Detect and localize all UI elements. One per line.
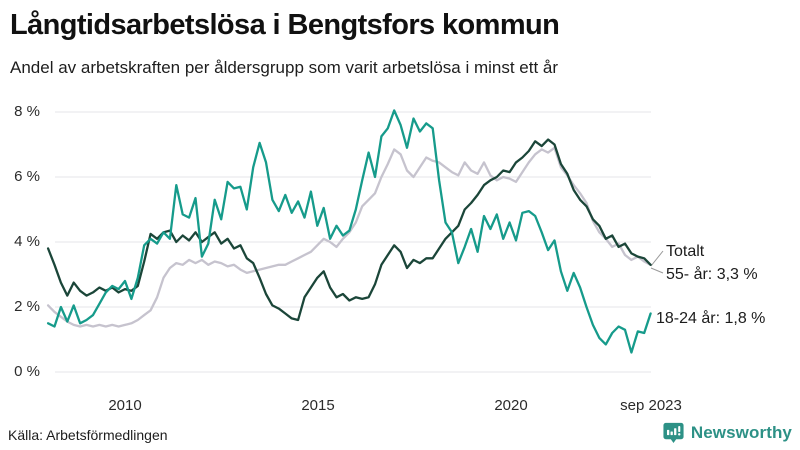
series-line-18-24-ar — [46, 109, 652, 354]
series-label-55-ar: 55- år: 3,3 % — [666, 266, 758, 283]
series-label-totalt: Totalt — [666, 243, 705, 260]
chart-title: Långtidsarbetslösa i Bengtsfors kommun — [10, 9, 560, 41]
x-tick-sep-2023: sep 2023 — [620, 397, 682, 414]
leader-line-55 — [650, 267, 664, 274]
series-line-totalt — [46, 146, 652, 328]
chart-subtitle: Andel av arbetskraften per åldersgrupp s… — [10, 58, 559, 77]
series-line-55-ar — [46, 138, 652, 322]
y-tick-0: 0 % — [14, 363, 40, 380]
y-tick-6: 6 % — [14, 168, 40, 185]
x-tick-2015: 2015 — [301, 397, 335, 414]
x-tick-2010: 2010 — [108, 397, 142, 414]
newsworthy-logo: Newsworthy — [662, 421, 792, 444]
source-caption: Källa: Arbetsförmedlingen — [8, 427, 168, 443]
y-tick-2: 2 % — [14, 298, 40, 315]
y-tick-8: 8 % — [14, 103, 40, 120]
x-tick-2020: 2020 — [494, 397, 528, 414]
newsworthy-icon — [663, 422, 684, 444]
newsworthy-wordmark: Newsworthy — [690, 422, 792, 442]
y-tick-4: 4 % — [14, 233, 40, 250]
leader-line-totalt — [650, 250, 664, 267]
series-label-18-24-ar: 18-24 år: 1,8 % — [656, 310, 766, 327]
